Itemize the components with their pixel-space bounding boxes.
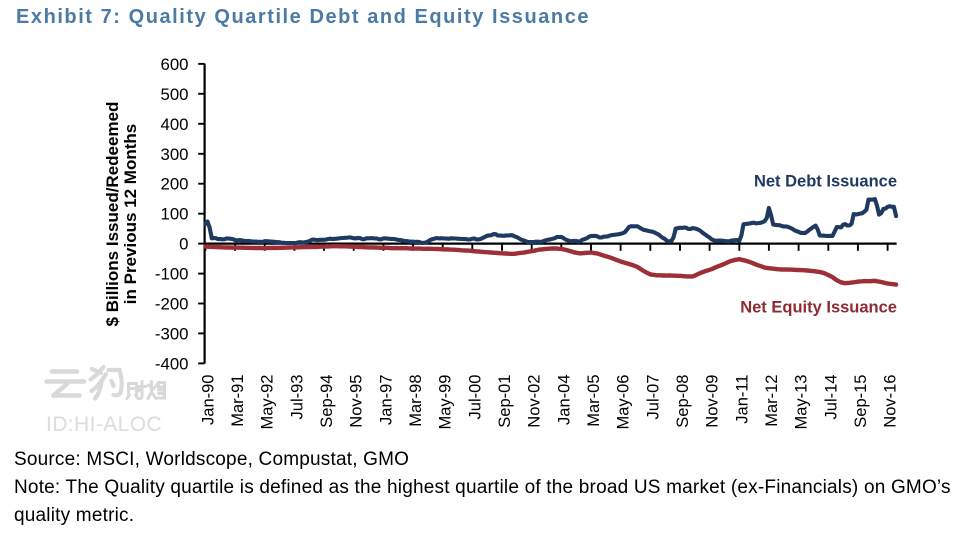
svg-text:May-92: May-92 (259, 375, 277, 430)
svg-text:-100: -100 (155, 265, 189, 284)
svg-text:Net Equity Issuance: Net Equity Issuance (740, 299, 897, 317)
svg-text:0: 0 (179, 235, 188, 254)
svg-text:Nov-09: Nov-09 (704, 375, 722, 428)
svg-text:-200: -200 (155, 295, 189, 314)
svg-text:in Previous 12 Months: in Previous 12 Months (121, 124, 140, 304)
svg-text:Mar-05: Mar-05 (585, 375, 603, 427)
svg-text:Sep-01: Sep-01 (496, 375, 514, 428)
svg-text:Sep-08: Sep-08 (674, 375, 692, 428)
svg-text:Jul-14: Jul-14 (822, 375, 840, 420)
svg-text:Jan-90: Jan-90 (199, 375, 217, 425)
svg-text:Nov-95: Nov-95 (348, 375, 366, 428)
svg-text:Jan-11: Jan-11 (733, 375, 751, 424)
svg-text:May-06: May-06 (615, 375, 633, 430)
svg-text:May-99: May-99 (437, 375, 455, 430)
svg-text:500: 500 (161, 85, 189, 104)
svg-text:Mar-12: Mar-12 (763, 375, 781, 427)
svg-text:Jul-07: Jul-07 (644, 375, 662, 420)
svg-text:Nov-16: Nov-16 (882, 375, 900, 428)
svg-text:-400: -400 (155, 354, 189, 373)
svg-text:Sep-94: Sep-94 (318, 375, 336, 428)
svg-text:Jan-97: Jan-97 (377, 375, 395, 425)
svg-text:Jan-04: Jan-04 (555, 375, 573, 425)
svg-text:Nov-02: Nov-02 (526, 375, 544, 428)
svg-text:400: 400 (161, 115, 189, 134)
svg-text:$ Billions Issued/Redeemed: $ Billions Issued/Redeemed (103, 102, 122, 327)
svg-text:ID:HI-ALOC: ID:HI-ALOC (46, 413, 162, 436)
svg-text:200: 200 (161, 175, 189, 194)
svg-text:May-13: May-13 (793, 375, 811, 430)
svg-text:100: 100 (161, 205, 189, 224)
svg-text:600: 600 (161, 55, 189, 74)
svg-text:Jul-93: Jul-93 (288, 375, 306, 420)
svg-text:Jul-00: Jul-00 (466, 375, 484, 420)
svg-text:-300: -300 (155, 324, 189, 343)
svg-text:Mar-91: Mar-91 (229, 375, 247, 427)
svg-text:Net Debt Issuance: Net Debt Issuance (754, 173, 897, 191)
svg-text:Sep-15: Sep-15 (852, 375, 870, 428)
svg-text:300: 300 (161, 145, 189, 164)
svg-text:Mar-98: Mar-98 (407, 375, 425, 427)
